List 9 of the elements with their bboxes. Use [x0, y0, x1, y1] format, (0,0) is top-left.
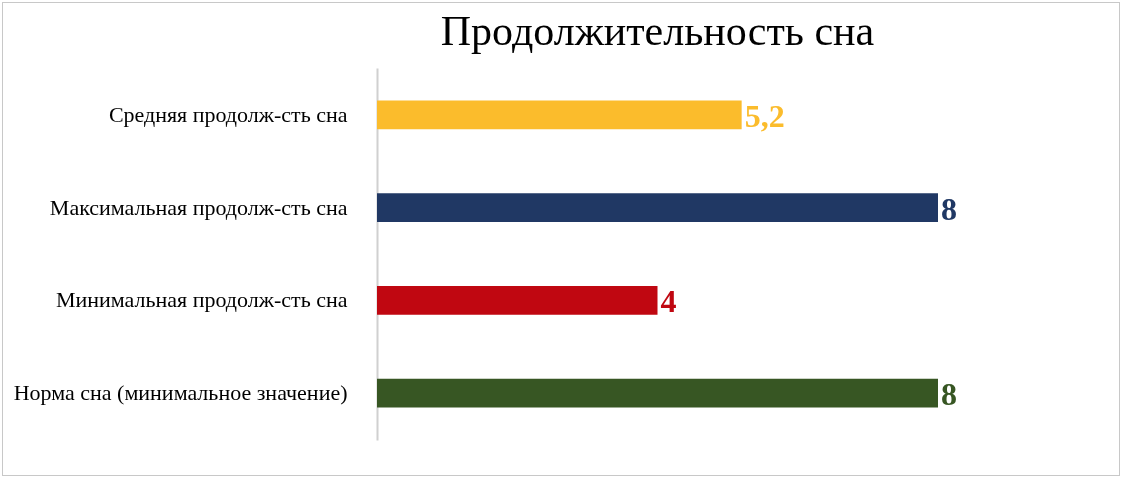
- y-tick-label: Средняя продолж-сть сна: [108, 101, 348, 127]
- y-tick-label: Максимальная продолж-сть сна: [49, 194, 348, 220]
- y-tick-label: Норма сна (минимальное значение): [13, 380, 348, 406]
- data-label: 8: [941, 190, 957, 227]
- data-label: 5,2: [744, 97, 785, 134]
- y-tick-label: Минимальная продолж-сть сна: [55, 287, 348, 313]
- data-label: 4: [660, 283, 677, 320]
- data-label: 8: [941, 376, 957, 413]
- chart-title: Продолжительность сна: [440, 8, 875, 54]
